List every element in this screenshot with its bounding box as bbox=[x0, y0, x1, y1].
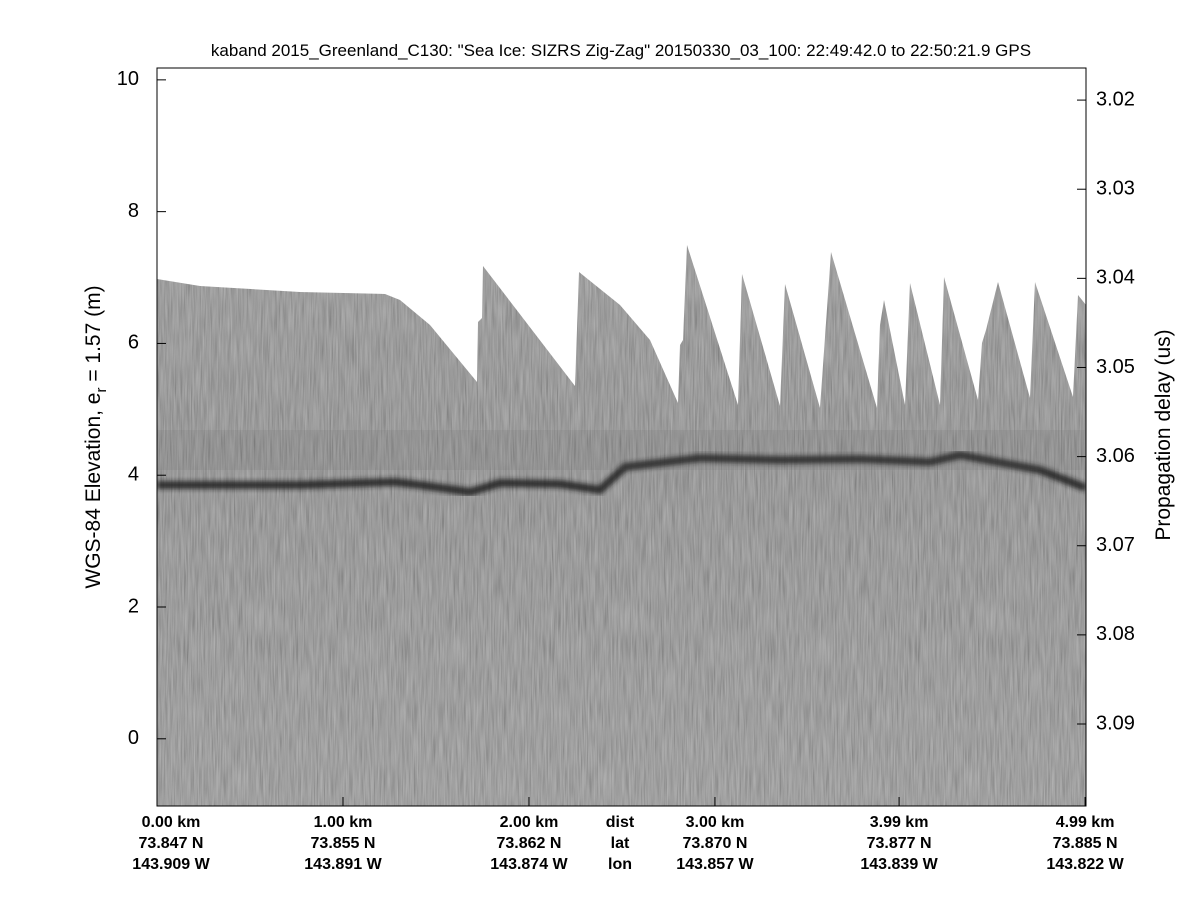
x-tick-label: 1.00 km bbox=[314, 814, 373, 831]
x-tick-lon: 143.891 W bbox=[304, 856, 382, 873]
x-row-label: lat bbox=[611, 835, 630, 852]
y2-tick-label: 3.08 bbox=[1096, 623, 1135, 645]
y-label-rest: = 1.57 (m) bbox=[82, 285, 105, 387]
x-row-label: lon bbox=[608, 856, 632, 873]
y2-tick-label: 3.06 bbox=[1096, 445, 1135, 467]
surface-return bbox=[157, 450, 1086, 497]
y-label-text: WGS-84 Elevation, e bbox=[82, 393, 105, 589]
y-axis-label: WGS-84 Elevation, er = 1.57 (m) bbox=[82, 285, 110, 588]
y2-tick-label: 3.07 bbox=[1096, 534, 1135, 556]
y-label-sub: r bbox=[93, 388, 110, 393]
x-tick-label: 3.99 km bbox=[870, 814, 929, 831]
y2-tick-label: 3.04 bbox=[1096, 267, 1135, 289]
x-tick-lat: 73.855 N bbox=[311, 835, 376, 852]
x-tick-lon: 143.839 W bbox=[860, 856, 938, 873]
x-tick-lat: 73.885 N bbox=[1053, 835, 1118, 852]
x-tick-lon: 143.874 W bbox=[490, 856, 568, 873]
x-tick-lat: 73.877 N bbox=[867, 835, 932, 852]
plot-frame bbox=[156, 67, 1087, 807]
y-tick-label: 6 bbox=[128, 332, 139, 354]
x-tick-lon: 143.857 W bbox=[676, 856, 754, 873]
y-tick-label: 0 bbox=[128, 727, 139, 749]
x-tick-label: 0.00 km bbox=[142, 814, 201, 831]
x-tick-lon: 143.909 W bbox=[132, 856, 210, 873]
y-tick-label: 2 bbox=[128, 595, 139, 617]
x-tick-lat: 73.870 N bbox=[682, 835, 747, 852]
y2-tick-label: 3.03 bbox=[1096, 177, 1135, 199]
echogram bbox=[157, 68, 1086, 806]
y2-tick-label: 3.09 bbox=[1096, 712, 1135, 734]
y-tick-label: 10 bbox=[117, 68, 139, 90]
x-tick-label: 4.99 km bbox=[1056, 814, 1115, 831]
chart-title: kaband 2015_Greenland_C130: "Sea Ice: SI… bbox=[211, 41, 1031, 60]
clutter-band bbox=[157, 430, 1086, 470]
x-tick-lon: 143.822 W bbox=[1046, 856, 1124, 873]
y-tick-label: 8 bbox=[128, 200, 139, 222]
y-tick-label: 4 bbox=[128, 463, 139, 485]
air-region bbox=[157, 68, 1086, 408]
x-tick-lat: 73.862 N bbox=[497, 835, 562, 852]
y2-tick-label: 3.05 bbox=[1096, 356, 1135, 378]
y2-tick-label: 3.02 bbox=[1096, 88, 1135, 110]
x-tick-label: 2.00 km bbox=[500, 814, 559, 831]
x-tick-label: 3.00 km bbox=[686, 814, 745, 831]
y2-axis-label: Propagation delay (us) bbox=[1152, 329, 1175, 540]
x-tick-lat: 73.847 N bbox=[139, 835, 204, 852]
x-row-label: dist bbox=[606, 814, 635, 831]
